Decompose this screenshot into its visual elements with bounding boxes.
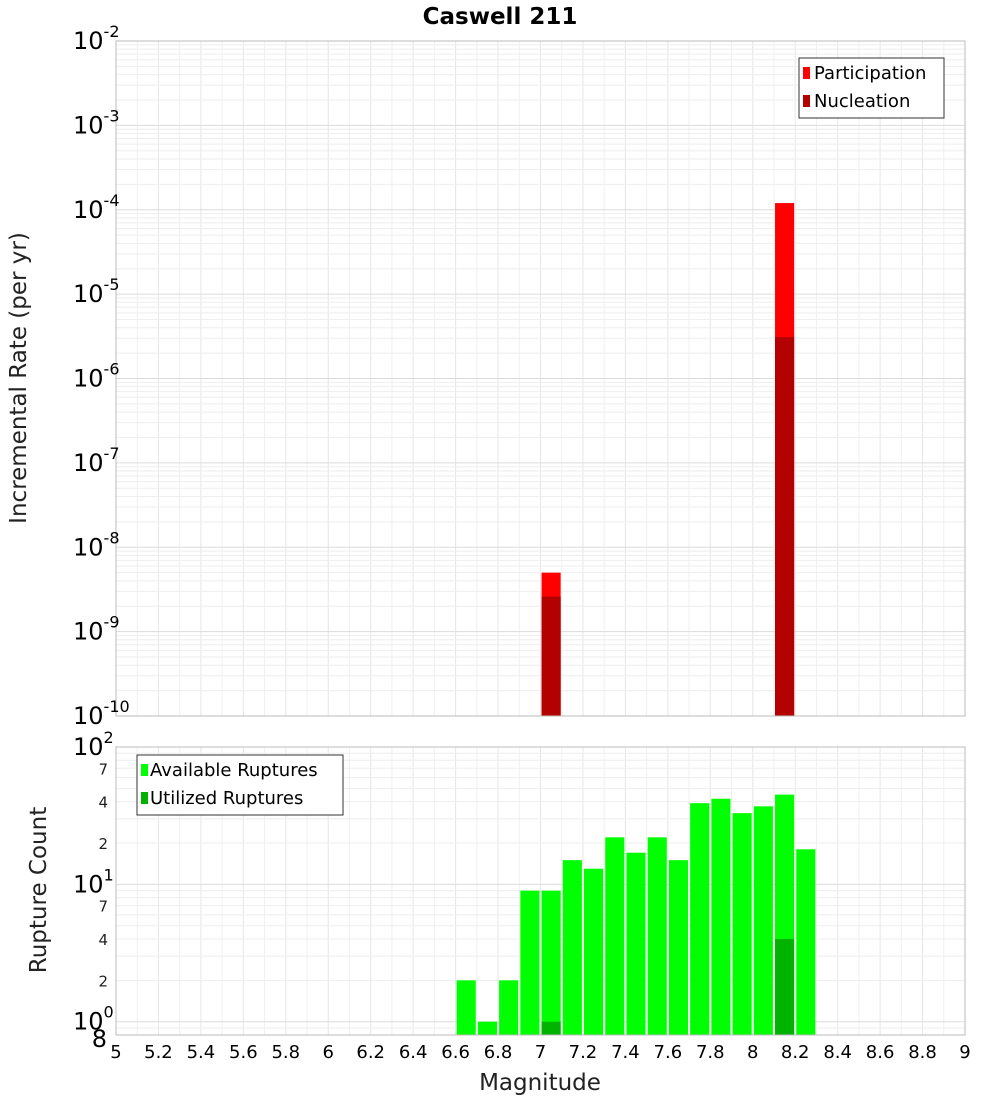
top-y-tick-label: 10-7 — [73, 444, 120, 477]
bottom-y-minor-tick-label: 7 — [98, 760, 108, 778]
x-tick-label: 8.8 — [908, 1042, 937, 1063]
bottom-y-tick-label: 101 — [73, 865, 114, 898]
x-tick-label: 7 — [535, 1042, 546, 1063]
bottom-y-minor-tick-label: 8 — [92, 1025, 107, 1053]
available-ruptures-bar — [541, 890, 561, 1035]
x-tick-label: 6.2 — [356, 1042, 385, 1063]
available-ruptures-bar — [668, 860, 689, 1035]
top-y-tick-label: 10-8 — [73, 528, 120, 561]
top-y-tick-label: 10-4 — [73, 191, 120, 224]
x-tick-label: 8.6 — [866, 1042, 895, 1063]
available-ruptures-bar — [499, 980, 519, 1035]
bottom-y-minor-tick-label: 2 — [98, 972, 108, 990]
x-tick-label: 7.4 — [611, 1042, 640, 1063]
top-y-tick-label: 10-3 — [73, 106, 120, 139]
utilized-ruptures-bar — [775, 939, 795, 1035]
nucleation-bar — [541, 596, 561, 716]
bottom-plot-border — [115, 746, 966, 1036]
top-y-axis-title: Incremental Rate (per yr) — [6, 232, 32, 524]
x-tick-label: 5.6 — [229, 1042, 258, 1063]
top-y-tick-label: 10-9 — [73, 613, 120, 646]
available-ruptures-bar — [796, 849, 816, 1035]
available-ruptures-bar — [690, 803, 710, 1035]
bottom-legend-box — [136, 754, 344, 816]
top-legend-swatch — [803, 95, 810, 107]
available-ruptures-bar — [753, 806, 773, 1035]
x-tick-label: 5.4 — [187, 1042, 216, 1063]
top-y-tick-label: 10-10 — [73, 697, 130, 730]
top-plot-border — [115, 40, 966, 717]
x-tick-label: 5.2 — [144, 1042, 173, 1063]
bottom-legend-label: Utilized Ruptures — [150, 788, 303, 809]
x-tick-label: 6 — [323, 1042, 334, 1063]
top-legend-label: Nucleation — [814, 91, 910, 112]
utilized-ruptures-bar — [541, 1021, 561, 1035]
available-ruptures-bar — [520, 890, 540, 1035]
available-ruptures-bar — [584, 868, 604, 1035]
bottom-y-minor-tick-label: 4 — [98, 931, 108, 949]
x-tick-label: 8.2 — [781, 1042, 810, 1063]
x-tick-label: 6.4 — [399, 1042, 428, 1063]
bottom-legend-swatch — [141, 764, 148, 776]
bottom-y-tick-label: 102 — [73, 728, 114, 761]
x-tick-label: 7.2 — [569, 1042, 598, 1063]
available-ruptures-bar — [562, 860, 582, 1035]
top-legend-swatch — [803, 67, 810, 79]
top-y-tick-label: 10-2 — [73, 22, 120, 55]
x-tick-label: 8.4 — [823, 1042, 852, 1063]
available-ruptures-bar — [711, 798, 731, 1035]
bottom-y-axis-title: Rupture Count — [26, 807, 52, 973]
top-y-tick-label: 10-6 — [73, 360, 120, 393]
x-tick-label: 7.6 — [654, 1042, 683, 1063]
bottom-y-minor-tick-label: 4 — [98, 794, 108, 812]
available-ruptures-bar — [477, 1021, 497, 1035]
x-tick-label: 5.8 — [271, 1042, 300, 1063]
x-axis-title: Magnitude — [479, 1070, 601, 1096]
x-tick-label: 5 — [110, 1042, 121, 1063]
bottom-legend-label: Available Ruptures — [150, 760, 318, 781]
bottom-y-minor-tick-label: 2 — [98, 835, 108, 853]
x-tick-label: 7.8 — [696, 1042, 725, 1063]
bottom-legend-swatch — [141, 792, 148, 804]
bottom-y-minor-tick-label: 7 — [98, 898, 108, 916]
top-legend-box — [798, 57, 945, 119]
x-tick-label: 6.6 — [441, 1042, 470, 1063]
available-ruptures-bar — [626, 852, 646, 1035]
available-ruptures-bar — [456, 980, 476, 1035]
x-tick-label: 6.8 — [484, 1042, 513, 1063]
x-tick-label: 9 — [959, 1042, 970, 1063]
top-y-tick-label: 10-5 — [73, 275, 120, 308]
nucleation-bar — [775, 337, 795, 716]
x-tick-label: 8 — [747, 1042, 758, 1063]
available-ruptures-bar — [732, 813, 752, 1035]
incremental-rate-plot: 10-10 10-9 10-8 10-7 10-6 10-5 10-4 10-3 10-2 Par… — [73, 22, 966, 730]
available-ruptures-bar — [647, 837, 667, 1035]
available-ruptures-bar — [605, 837, 625, 1035]
top-legend-label: Participation — [814, 63, 926, 84]
chart-title: Caswell 211 — [423, 4, 578, 30]
